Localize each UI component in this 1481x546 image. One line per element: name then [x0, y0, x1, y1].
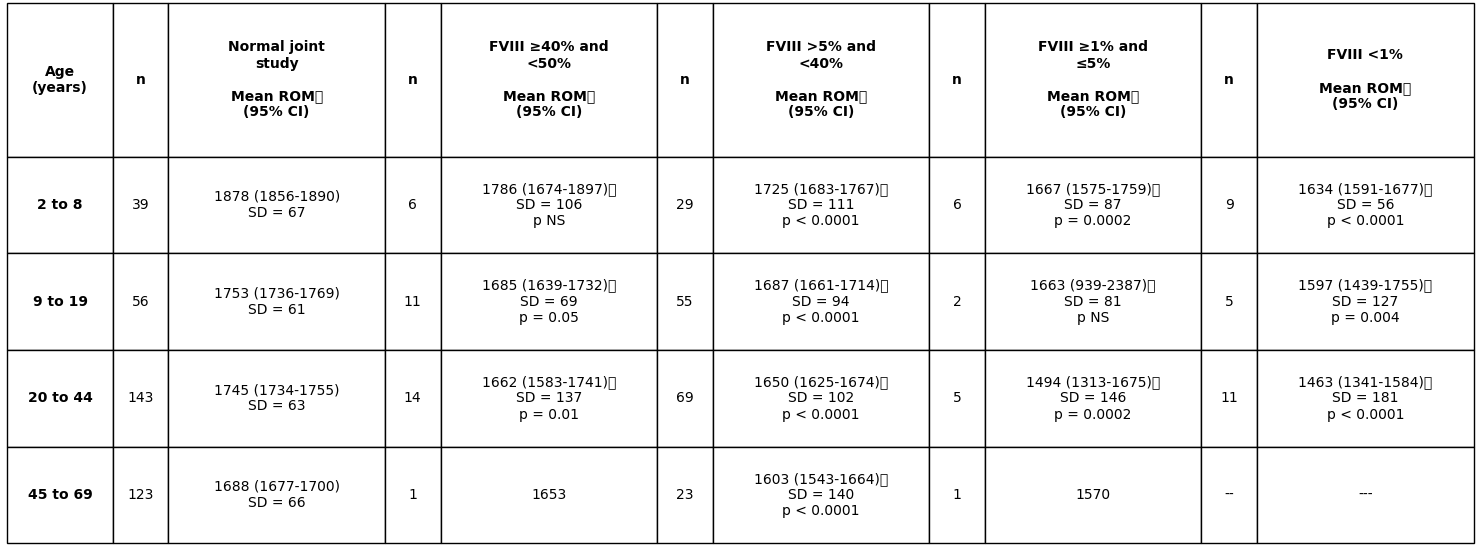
Text: 1745 (1734-1755)
SD = 63: 1745 (1734-1755) SD = 63 [213, 383, 339, 413]
Bar [440, 447, 658, 543]
Bar [113, 447, 169, 543]
Bar [985, 447, 1201, 543]
Bar [712, 253, 929, 350]
Text: 1688 (1677-1700)
SD = 66: 1688 (1677-1700) SD = 66 [213, 480, 339, 510]
Text: n: n [952, 73, 963, 87]
Text: 23: 23 [677, 488, 693, 502]
Text: 11: 11 [404, 295, 422, 308]
Bar [385, 447, 440, 543]
Bar [385, 350, 440, 447]
Text: FVIII >5% and
<40%

Mean ROMⓡ
(95% CI): FVIII >5% and <40% Mean ROMⓡ (95% CI) [766, 40, 875, 119]
Text: FVIII ≥1% and
≤5%

Mean ROMⓡ
(95% CI): FVIII ≥1% and ≤5% Mean ROMⓡ (95% CI) [1038, 40, 1148, 119]
Bar [385, 253, 440, 350]
Bar [113, 350, 169, 447]
Bar [169, 350, 385, 447]
Bar [985, 253, 1201, 350]
Bar [985, 3, 1201, 157]
Text: 1634 (1591-1677)ⓡ
SD = 56
p < 0.0001: 1634 (1591-1677)ⓡ SD = 56 p < 0.0001 [1299, 182, 1432, 228]
Bar [658, 3, 712, 157]
Text: 1667 (1575-1759)ⓡ
SD = 87
p = 0.0002: 1667 (1575-1759)ⓡ SD = 87 p = 0.0002 [1026, 182, 1160, 228]
Text: n: n [407, 73, 418, 87]
Text: 69: 69 [675, 391, 693, 405]
Text: 45 to 69: 45 to 69 [28, 488, 92, 502]
Text: 143: 143 [127, 391, 154, 405]
Bar [712, 157, 929, 253]
Text: 1463 (1341-1584)ⓡ
SD = 181
p < 0.0001: 1463 (1341-1584)ⓡ SD = 181 p < 0.0001 [1299, 375, 1432, 422]
Bar [1257, 350, 1474, 447]
Text: 1653: 1653 [532, 488, 566, 502]
Text: ---: --- [1358, 488, 1373, 502]
Bar [985, 157, 1201, 253]
Bar [712, 350, 929, 447]
Text: 123: 123 [127, 488, 154, 502]
Bar [929, 447, 985, 543]
Bar [113, 157, 169, 253]
Text: 9 to 19: 9 to 19 [33, 295, 87, 308]
Bar [7, 157, 113, 253]
Bar [929, 157, 985, 253]
Bar [385, 3, 440, 157]
Text: FVIII ≥40% and
<50%

Mean ROMⓡ
(95% CI): FVIII ≥40% and <50% Mean ROMⓡ (95% CI) [489, 40, 609, 119]
Text: 1662 (1583-1741)ⓡ
SD = 137
p = 0.01: 1662 (1583-1741)ⓡ SD = 137 p = 0.01 [481, 375, 616, 422]
Bar [169, 253, 385, 350]
Bar [929, 3, 985, 157]
Text: 29: 29 [677, 198, 693, 212]
Text: 1650 (1625-1674)ⓡ
SD = 102
p < 0.0001: 1650 (1625-1674)ⓡ SD = 102 p < 0.0001 [754, 375, 889, 422]
Bar [1201, 157, 1257, 253]
Text: Normal joint
study

Mean ROMⓡ
(95% CI): Normal joint study Mean ROMⓡ (95% CI) [228, 40, 326, 119]
Bar [440, 3, 658, 157]
Bar [113, 3, 169, 157]
Bar [440, 350, 658, 447]
Text: 1878 (1856-1890)
SD = 67: 1878 (1856-1890) SD = 67 [213, 190, 339, 220]
Bar [440, 157, 658, 253]
Text: 1494 (1313-1675)ⓡ
SD = 146
p = 0.0002: 1494 (1313-1675)ⓡ SD = 146 p = 0.0002 [1026, 375, 1160, 422]
Text: 5: 5 [952, 391, 961, 405]
Bar [712, 3, 929, 157]
Bar [658, 350, 712, 447]
Text: 39: 39 [132, 198, 150, 212]
Text: 55: 55 [677, 295, 693, 308]
Bar [1201, 253, 1257, 350]
Text: n: n [1225, 73, 1234, 87]
Bar [1201, 447, 1257, 543]
Bar [1201, 3, 1257, 157]
Text: n: n [680, 73, 690, 87]
Bar [712, 447, 929, 543]
Bar [7, 253, 113, 350]
Bar [7, 350, 113, 447]
Text: 1687 (1661-1714)ⓡ
SD = 94
p < 0.0001: 1687 (1661-1714)ⓡ SD = 94 p < 0.0001 [754, 278, 889, 325]
Bar [169, 447, 385, 543]
Bar [1257, 157, 1474, 253]
Bar [929, 253, 985, 350]
Bar [658, 447, 712, 543]
Bar [7, 3, 113, 157]
Bar [985, 350, 1201, 447]
Text: --: -- [1225, 488, 1234, 502]
Text: 56: 56 [132, 295, 150, 308]
Text: 1570: 1570 [1075, 488, 1111, 502]
Text: 1603 (1543-1664)ⓡ
SD = 140
p < 0.0001: 1603 (1543-1664)ⓡ SD = 140 p < 0.0001 [754, 472, 889, 518]
Bar [169, 157, 385, 253]
Bar [929, 350, 985, 447]
Bar [1257, 253, 1474, 350]
Text: 1725 (1683-1767)ⓡ
SD = 111
p < 0.0001: 1725 (1683-1767)ⓡ SD = 111 p < 0.0001 [754, 182, 889, 228]
Text: 1: 1 [952, 488, 961, 502]
Bar [169, 3, 385, 157]
Text: Age
(years): Age (years) [33, 64, 87, 95]
Bar [113, 253, 169, 350]
Bar [658, 253, 712, 350]
Bar [385, 157, 440, 253]
Bar [1201, 350, 1257, 447]
Text: 6: 6 [409, 198, 418, 212]
Bar [1257, 3, 1474, 157]
Text: 1685 (1639-1732)ⓡ
SD = 69
p = 0.05: 1685 (1639-1732)ⓡ SD = 69 p = 0.05 [481, 278, 616, 325]
Text: 9: 9 [1225, 198, 1234, 212]
Text: 1753 (1736-1769)
SD = 61: 1753 (1736-1769) SD = 61 [213, 287, 339, 317]
Bar [658, 157, 712, 253]
Text: 2 to 8: 2 to 8 [37, 198, 83, 212]
Text: 1597 (1439-1755)ⓡ
SD = 127
p = 0.004: 1597 (1439-1755)ⓡ SD = 127 p = 0.004 [1299, 278, 1432, 325]
Text: 1786 (1674-1897)ⓡ
SD = 106
p NS: 1786 (1674-1897)ⓡ SD = 106 p NS [481, 182, 616, 228]
Text: 6: 6 [952, 198, 961, 212]
Text: 11: 11 [1220, 391, 1238, 405]
Text: 14: 14 [404, 391, 422, 405]
